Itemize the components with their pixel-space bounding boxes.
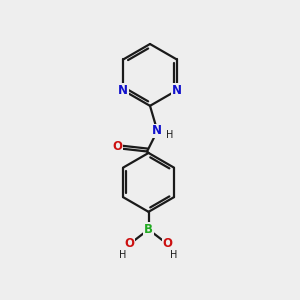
Text: B: B xyxy=(144,223,153,236)
Text: N: N xyxy=(172,84,182,97)
Text: O: O xyxy=(112,140,123,153)
Text: H: H xyxy=(166,130,173,140)
Text: H: H xyxy=(119,250,127,260)
Text: O: O xyxy=(163,237,173,250)
Text: O: O xyxy=(124,237,134,250)
Text: N: N xyxy=(118,84,128,97)
Text: N: N xyxy=(152,124,162,137)
Text: H: H xyxy=(170,250,178,260)
